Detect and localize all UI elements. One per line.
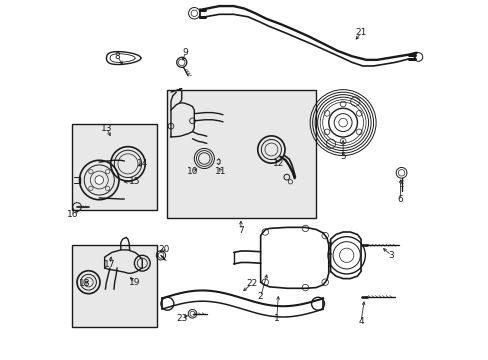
Text: 15: 15 bbox=[129, 177, 141, 186]
Text: 21: 21 bbox=[355, 28, 366, 37]
Circle shape bbox=[95, 176, 103, 184]
Text: 13: 13 bbox=[101, 123, 112, 132]
Bar bbox=[167, 90, 316, 218]
Bar bbox=[72, 244, 156, 327]
Text: 22: 22 bbox=[245, 279, 257, 288]
Text: 6: 6 bbox=[397, 195, 403, 204]
Text: 20: 20 bbox=[158, 246, 169, 255]
Text: 1: 1 bbox=[273, 314, 279, 323]
Text: 9: 9 bbox=[182, 48, 188, 57]
Text: 5: 5 bbox=[340, 152, 346, 161]
Bar bbox=[72, 125, 156, 211]
Text: 12: 12 bbox=[272, 159, 284, 168]
Text: 11: 11 bbox=[215, 167, 226, 176]
Text: 23: 23 bbox=[176, 314, 187, 323]
Text: 2: 2 bbox=[257, 292, 263, 301]
Text: 17: 17 bbox=[104, 260, 116, 269]
Text: 4: 4 bbox=[358, 317, 363, 326]
Text: 16: 16 bbox=[66, 210, 78, 219]
Text: 8: 8 bbox=[114, 52, 120, 61]
Text: 18: 18 bbox=[79, 279, 90, 288]
Text: 14: 14 bbox=[136, 159, 148, 168]
Text: 3: 3 bbox=[388, 251, 394, 260]
Text: 7: 7 bbox=[238, 226, 244, 235]
Text: 19: 19 bbox=[129, 278, 141, 287]
Text: 10: 10 bbox=[186, 167, 198, 176]
